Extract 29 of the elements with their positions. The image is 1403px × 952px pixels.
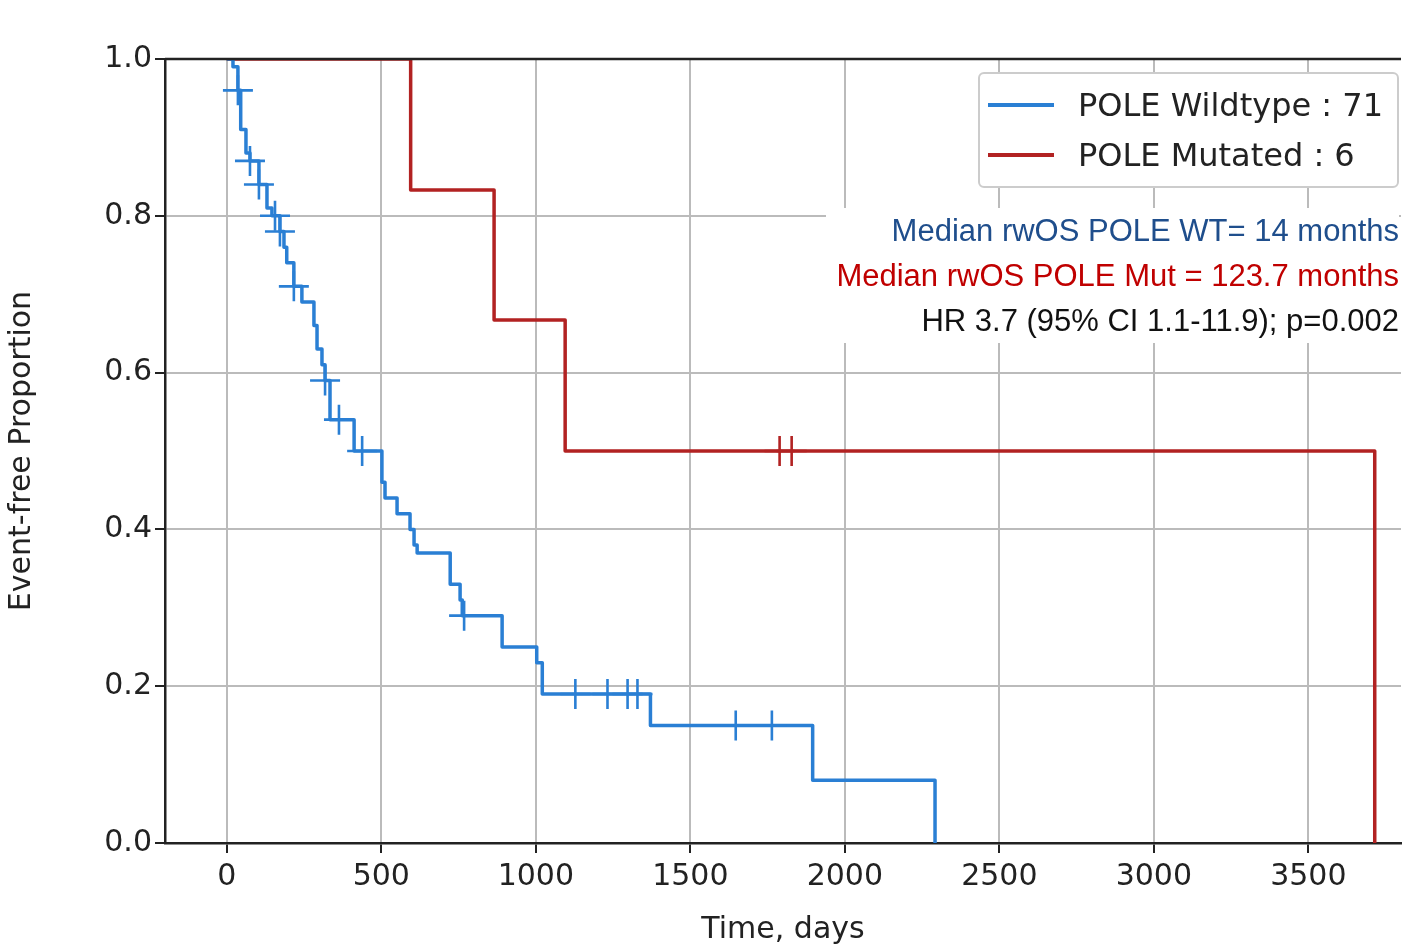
x-tick-label: 3000 (1115, 856, 1192, 892)
x-tick-label: 2000 (806, 856, 883, 892)
legend-label: POLE Wildtype : 71 (1077, 86, 1383, 124)
y-tick-label: 1.0 (104, 38, 152, 74)
point (560, 679, 591, 710)
x-tick-label: 2500 (961, 856, 1038, 892)
y-tick-label: 0.4 (104, 509, 152, 545)
point (264, 216, 295, 247)
x-tick-label: 1500 (652, 856, 729, 892)
point (278, 271, 309, 302)
annotation: Median rwOS POLE Mut = 123.7 months (836, 257, 1399, 295)
x-tick-label: 3500 (1270, 856, 1347, 892)
point (310, 365, 341, 396)
point (776, 436, 807, 466)
point (243, 169, 274, 200)
y-tick-label: 0.6 (104, 352, 152, 388)
x-tick-label: 500 (352, 856, 410, 892)
x-tick-label: 0 (217, 856, 237, 892)
x-axis-title: Time, days (700, 909, 865, 945)
y-tick-label: 0.2 (104, 666, 152, 701)
annotation: Median rwOS POLE WT= 14 months (890, 212, 1399, 250)
point (222, 75, 253, 106)
annotation: HR 3.7 (95% CI 1.1-11.9); p=0.002 (920, 302, 1399, 340)
x-tick-label: 1000 (497, 856, 574, 892)
y-tick-label: 0.8 (104, 195, 152, 231)
point (622, 679, 653, 710)
legend-label: POLE Mutated : 6 (1077, 136, 1355, 174)
y-axis-title: Event-free Proportion (1, 290, 37, 612)
y-tick-label: 0.0 (104, 822, 152, 858)
